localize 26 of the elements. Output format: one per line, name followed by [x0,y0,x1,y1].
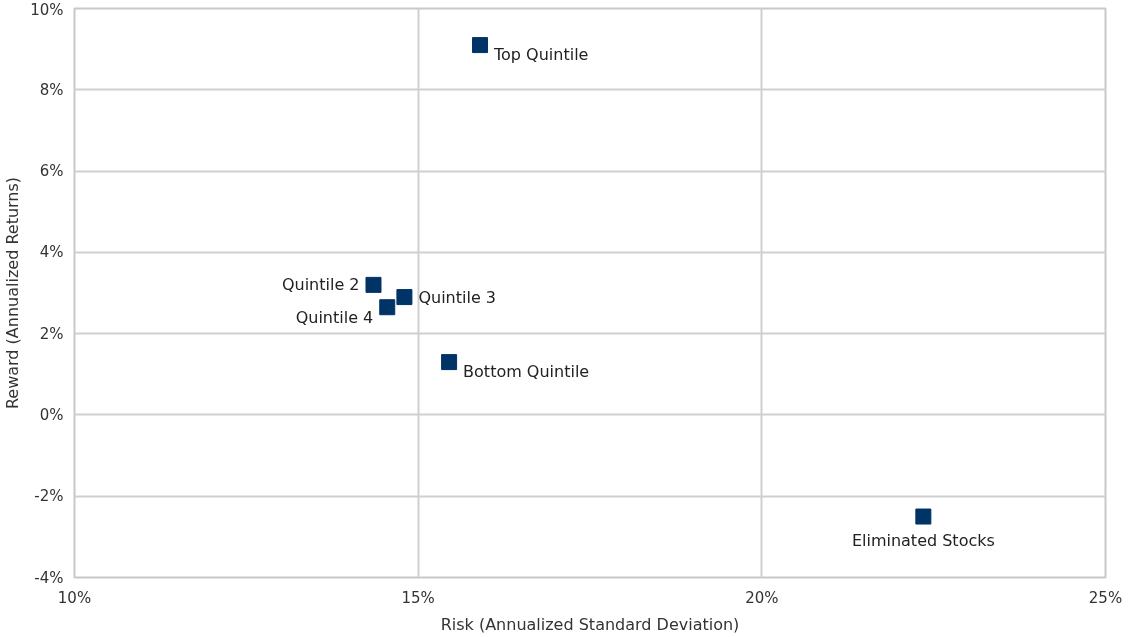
series-label: Top Quintile [493,45,589,65]
point [915,508,932,525]
x-tick-label: 20% [745,588,779,607]
y-tick-label: 0% [39,405,64,424]
y-tick-label: 2% [39,324,64,343]
point [441,354,458,371]
series-label: Quintile 4 [295,307,374,327]
series-label: Quintile 3 [418,287,497,307]
point [396,289,413,306]
point [365,276,382,293]
series-label: Bottom Quintile [463,362,590,382]
y-tick-label: -4% [34,568,64,587]
y-axis-title: Reward (Annualized Returns) [3,176,23,410]
y-tick-label: -2% [34,487,64,506]
y-tick-label: 8% [39,80,64,99]
y-tick-label: 10% [30,0,64,19]
series-label: Eliminated Stocks [851,530,995,550]
point [472,37,489,54]
x-tick-label: 15% [401,588,435,607]
point [379,299,396,316]
y-tick-label: 4% [39,243,64,262]
y-tick-label: 6% [39,162,64,181]
x-tick-label: 10% [57,588,92,607]
series-label: Quintile 2 [281,275,360,295]
x-tick-label: 25% [1088,588,1123,607]
x-axis-title: Risk (Annualized Standard Deviation) [440,614,740,634]
